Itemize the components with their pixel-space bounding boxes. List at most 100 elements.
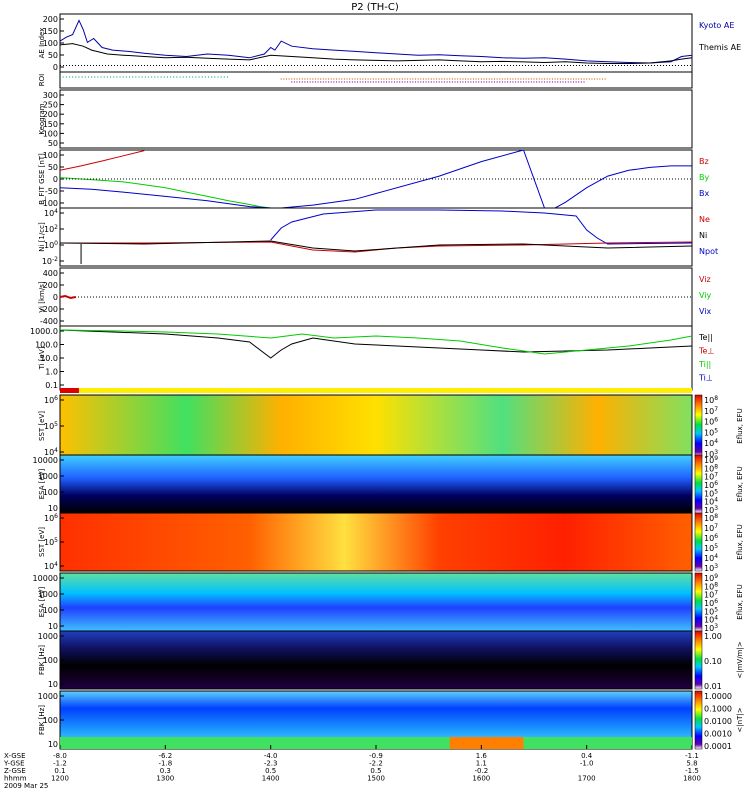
colorbar-12 — [694, 690, 703, 750]
roi-marker — [407, 78, 409, 80]
roi-marker — [335, 78, 338, 80]
y-axis-label-2: Keogram — [38, 103, 46, 134]
roi-marker — [401, 78, 403, 80]
x-tick-label-x: -8.0 — [53, 752, 67, 760]
roi-marker — [356, 81, 359, 83]
colorbar-label-10: 106 — [704, 598, 718, 608]
roi-marker — [393, 78, 396, 80]
roi-marker — [378, 81, 380, 83]
roi-marker — [496, 78, 498, 80]
roi-marker — [570, 78, 572, 80]
roi-marker — [488, 81, 490, 83]
roi-marker — [462, 78, 464, 80]
roi-marker — [570, 81, 572, 83]
roi-marker — [478, 78, 480, 80]
roi-marker — [391, 78, 393, 80]
roi-marker — [530, 78, 532, 80]
roi-marker — [554, 78, 556, 80]
roi-marker — [475, 81, 477, 83]
roi-marker — [522, 81, 525, 83]
y-tick-label-2: 150 — [43, 120, 58, 129]
y-tick-label-2: 50 — [48, 139, 58, 148]
roi-marker — [399, 78, 401, 80]
roi-marker — [565, 78, 567, 80]
legend-6-3: Ti⊥ — [698, 374, 713, 383]
roi-marker — [557, 78, 559, 80]
roi-marker — [559, 78, 561, 80]
y-axis-label-4: Ni [1/cc] — [38, 222, 46, 252]
roi-marker — [575, 78, 577, 80]
roi-marker — [409, 78, 411, 80]
roi-marker — [536, 78, 538, 80]
roi-marker — [97, 76, 99, 78]
x-tick-label-z: 0.5 — [370, 767, 381, 775]
y-tick-label-11: 10 — [48, 680, 58, 689]
roi-marker — [530, 81, 532, 83]
x-tick-label-x: -6.2 — [158, 752, 172, 760]
legend-5-1: Viy — [699, 291, 712, 300]
y-tick-label-8: 100 — [43, 488, 58, 497]
colorbar-label-11: 0.10 — [704, 657, 722, 666]
roi-marker — [309, 81, 311, 83]
roi-marker — [299, 81, 301, 83]
y-tick-label-6: 0.1 — [45, 381, 58, 390]
roi-marker — [109, 76, 112, 78]
roi-marker — [393, 81, 396, 83]
y-tick-label-4: 100 — [44, 240, 58, 250]
roi-marker — [217, 76, 219, 78]
y-tick-label-9: 105 — [44, 537, 58, 547]
roi-marker — [414, 78, 417, 80]
y-tick-label-6: 1.0 — [45, 368, 58, 377]
y-tick-label-12: 1000 — [38, 692, 58, 701]
roi-marker — [528, 78, 530, 80]
roi-marker — [501, 81, 503, 83]
y-tick-label-7: 105 — [44, 421, 58, 431]
roi-marker — [309, 78, 311, 80]
panel-frame-4 — [59, 207, 693, 267]
x-row-label-3: hhmm — [4, 775, 27, 783]
roi-marker — [122, 76, 124, 78]
roi-marker — [372, 81, 374, 83]
y-axis-label-6: Ti [eV] — [38, 346, 46, 370]
y-tick-label-3: 50 — [48, 163, 58, 172]
roi-marker — [433, 78, 435, 80]
legend-3-0: Bz — [699, 157, 709, 166]
roi-marker — [383, 81, 385, 83]
roi-marker — [328, 78, 330, 80]
roi-marker — [528, 81, 530, 83]
colorbar-label-8: 103 — [704, 505, 718, 515]
y-axis-label-8: ESA [eV] — [38, 468, 46, 499]
roi-marker — [549, 78, 551, 80]
roi-marker — [220, 76, 222, 78]
roi-marker — [525, 78, 527, 80]
roi-marker — [467, 78, 469, 80]
y-tick-label-0: 100 — [43, 39, 58, 48]
roi-marker — [293, 78, 295, 80]
roi-marker — [163, 76, 165, 78]
roi-marker — [517, 78, 519, 80]
roi-marker — [425, 81, 427, 83]
roi-marker — [414, 81, 417, 83]
colorbar-label-8: 105 — [704, 488, 718, 498]
roi-marker — [68, 76, 71, 78]
colorbar-label-10: 104 — [704, 615, 718, 625]
roi-marker — [135, 76, 137, 78]
roi-marker — [380, 78, 382, 80]
roi-marker — [404, 78, 406, 80]
roi-marker — [322, 78, 324, 80]
y-axis-label-7: SST [eV] — [38, 411, 46, 441]
roi-marker — [106, 76, 108, 78]
y-tick-label-6: 10.0 — [40, 354, 58, 363]
y-tick-label-8: 10 — [48, 504, 58, 513]
roi-marker — [546, 81, 548, 83]
roi-marker — [141, 76, 143, 78]
colorbar-title-11: <|mV/m|> — [736, 641, 744, 678]
spectrogram-8 — [60, 455, 692, 513]
roi-marker — [578, 81, 580, 83]
legend-6-1: Te⊥ — [698, 347, 714, 356]
roi-marker — [343, 78, 345, 80]
roi-marker — [211, 76, 213, 78]
roi-marker — [301, 78, 303, 80]
series-line-tepar — [59, 329, 693, 359]
roi-marker — [567, 81, 569, 83]
